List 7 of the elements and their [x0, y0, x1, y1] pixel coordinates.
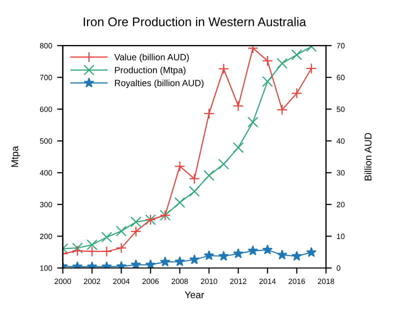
- x-axis-title: Year: [184, 291, 204, 298]
- legend-label: Royalties (billion AUD): [115, 80, 204, 88]
- chart-title: Iron Ore Production in Western Australia: [84, 17, 306, 26]
- legend-label: Production (Mtpa): [115, 66, 186, 76]
- y-axis-title: Mtpa: [11, 146, 20, 167]
- legend-label: Value (billion AUD): [114, 54, 189, 62]
- y2-axis-title: Billion AUD: [364, 132, 372, 180]
